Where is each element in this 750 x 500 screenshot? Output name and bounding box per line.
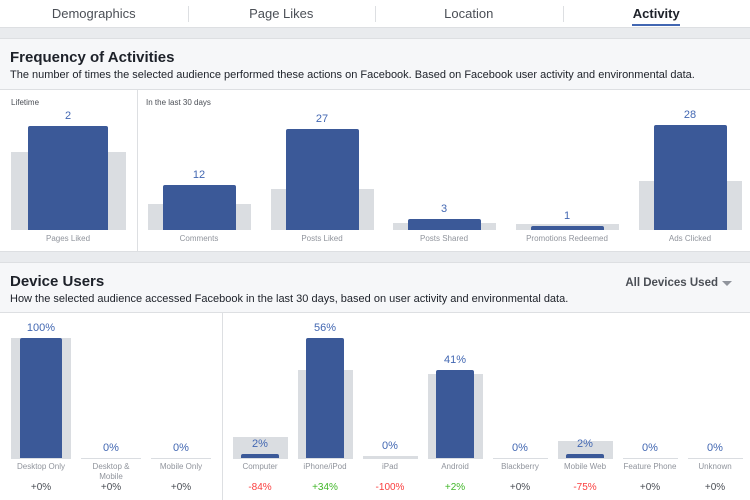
audience-bar: [28, 125, 108, 230]
audience-bar: [20, 338, 62, 458]
audience-bar: [241, 453, 279, 458]
frequency-title: Frequency of Activities: [10, 49, 175, 66]
device-chart: 100% Desktop Only +0% 0% Desktop & Mobile +0%…: [0, 313, 750, 500]
category-label-ads-clicked: Ads Clicked: [668, 234, 712, 243]
change-label: +34%: [312, 482, 338, 493]
audience-bar: [285, 128, 359, 230]
category-label-posts-shared: Posts Shared: [419, 234, 469, 243]
value-label: 2%: [252, 437, 268, 450]
device-header: Device Users How the selected audience a…: [0, 263, 750, 313]
tab-bar: Demographics Page Likes Location Activit…: [0, 0, 750, 28]
baseline: [151, 458, 211, 459]
category-label-posts-liked: Posts Liked: [301, 234, 343, 243]
baseline: [557, 458, 613, 459]
baseline: [427, 458, 483, 459]
panel-divider: [137, 90, 138, 252]
change-label: +0%: [639, 482, 661, 493]
tab-location[interactable]: Location: [375, 0, 563, 27]
value-label: 28: [683, 109, 697, 121]
baseline: [232, 458, 288, 459]
category-label-mobile-web: Mobile Web: [563, 462, 607, 471]
last30-label: In the last 30 days: [146, 98, 211, 107]
change-label: -100%: [375, 482, 405, 493]
audience-bar: [566, 453, 604, 458]
category-label-comments: Comments: [179, 234, 219, 243]
device-title: Device Users: [10, 273, 105, 290]
frequency-header: Frequency of Activities The number of ti…: [0, 39, 750, 90]
audience-bar: [530, 226, 604, 230]
value-label: 27: [315, 112, 329, 125]
tab-demographics[interactable]: Demographics: [51, 6, 136, 21]
value-label: 0%: [382, 439, 398, 452]
frequency-card: Frequency of Activities The number of ti…: [0, 38, 750, 252]
category-label-mobile-only: Mobile Only: [159, 462, 203, 471]
baseline: [492, 458, 548, 459]
audience-bar: [407, 218, 481, 230]
category-label-blackberry: Blackberry: [501, 462, 539, 471]
category-label-promotions-redeemed: Promotions Redeemed: [526, 234, 608, 243]
baseline: [687, 458, 743, 459]
device-subtitle: How the selected audience accessed Faceb…: [10, 293, 569, 305]
value-label: 0%: [173, 442, 189, 454]
category-label-iphone-ipod: iPhone/iPod: [303, 462, 347, 471]
value-label: 0%: [642, 442, 658, 454]
baseline: [11, 458, 71, 459]
category-label-ipad: iPad: [381, 462, 398, 471]
value-label: 1: [563, 210, 571, 223]
baseline: [362, 458, 418, 459]
baseline: [81, 458, 141, 459]
chevron-down-icon: [722, 280, 732, 286]
audience-bar: [436, 370, 474, 458]
tab-page-likes[interactable]: Page Likes: [187, 0, 376, 27]
baseline: [297, 458, 353, 459]
change-label: -84%: [248, 482, 272, 493]
lifetime-label: Lifetime: [11, 98, 40, 107]
category-label-desktop-mobile: Desktop & Mobile: [92, 462, 130, 481]
change-label: -75%: [573, 482, 597, 493]
value-label: 41%: [443, 354, 467, 367]
value-label: 12: [192, 169, 206, 181]
value-label: 0%: [512, 442, 528, 454]
comparison-bar: [557, 440, 613, 458]
value-label: 0%: [707, 442, 723, 454]
device-card: Device Users How the selected audience a…: [0, 262, 750, 500]
category-label-desktop-only: Desktop Only: [16, 462, 66, 471]
value-label: 56%: [313, 322, 337, 334]
value-label: 100%: [26, 322, 56, 334]
category-label-unknown: Unknown: [698, 462, 732, 471]
audience-bar: [653, 125, 727, 230]
audience-bar: [306, 338, 344, 458]
change-label: +0%: [100, 482, 122, 493]
value-label: 2%: [577, 437, 593, 450]
devices-dropdown[interactable]: All Devices Used: [625, 277, 732, 289]
comparison-bar: [362, 455, 418, 458]
change-label: +0%: [704, 482, 726, 493]
panel-divider: [222, 313, 223, 500]
value-label: 3: [440, 202, 448, 215]
category-label-feature-phone: Feature Phone: [623, 462, 677, 471]
change-label: +0%: [509, 482, 531, 493]
category-label-pages-liked: Pages Liked: [45, 234, 91, 243]
frequency-subtitle: The number of times the selected audienc…: [10, 69, 695, 81]
change-label: +2%: [444, 482, 466, 493]
change-label: +0%: [30, 482, 52, 493]
category-label-computer: Computer: [242, 462, 278, 471]
baseline: [622, 458, 678, 459]
audience-bar: [162, 185, 236, 230]
change-label: +0%: [170, 482, 192, 493]
frequency-chart: Lifetime In the last 30 days 2 Pages Like…: [0, 90, 750, 252]
comparison-bar: [232, 436, 288, 458]
category-label-android: Android: [441, 462, 469, 471]
tab-activity[interactable]: Activity: [562, 0, 750, 27]
value-label: 2: [64, 109, 72, 122]
value-label: 0%: [103, 442, 119, 454]
devices-dropdown-label: All Devices Used: [625, 277, 718, 289]
